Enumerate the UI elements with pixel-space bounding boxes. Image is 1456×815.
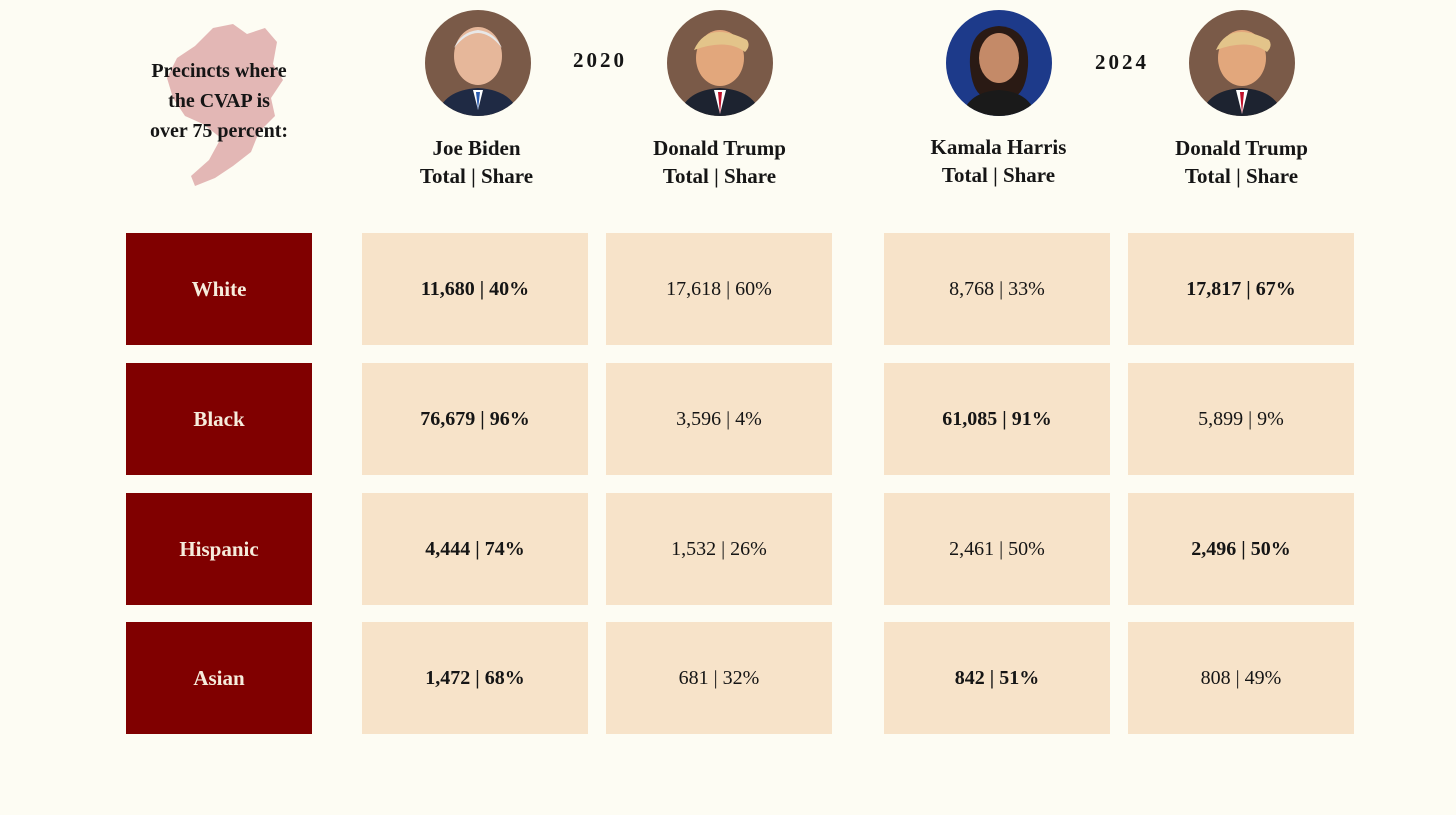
donald-trump-2020-portrait-icon: [667, 10, 773, 116]
candidate-subtitle: Total | Share: [419, 164, 534, 188]
row-label-asian: Asian: [126, 622, 312, 734]
cell-hispanic-biden-2020: 4,444 | 74%: [362, 493, 588, 605]
candidate-name: Donald Trump: [653, 136, 786, 160]
cell-asian-biden-2020: 1,472 | 68%: [362, 622, 588, 734]
cell-white-biden-2020: 11,680 | 40%: [362, 233, 588, 345]
cell-black-harris-2024: 61,085 | 91%: [884, 363, 1110, 475]
candidate-name: Joe Biden: [432, 136, 521, 160]
cell-hispanic-trump-2024: 2,496 | 50%: [1128, 493, 1354, 605]
cell-black-trump-2020: 3,596 | 4%: [606, 363, 832, 475]
row-label-hispanic: Hispanic: [126, 493, 312, 605]
candidate-name: Kamala Harris: [930, 135, 1067, 159]
kamala-harris-portrait-icon: [946, 10, 1052, 116]
county-map-icon: [167, 24, 283, 186]
cell-hispanic-harris-2024: 2,461 | 50%: [884, 493, 1110, 605]
caption-line-3: over 75 percent:: [149, 120, 289, 142]
donald-trump-2024-portrait-icon: [1189, 10, 1295, 116]
row-label-black: Black: [126, 363, 312, 475]
cell-asian-harris-2024: 842 | 51%: [884, 622, 1110, 734]
cell-asian-trump-2024: 808 | 49%: [1128, 622, 1354, 734]
cell-black-biden-2020: 76,679 | 96%: [362, 363, 588, 475]
table-caption: Precincts where the CVAP is over 75 perc…: [126, 56, 312, 146]
column-header-kamala-harris: Kamala Harris Total | Share: [885, 133, 1112, 189]
candidate-subtitle: Total | Share: [1184, 164, 1299, 188]
cell-asian-trump-2020: 681 | 32%: [606, 622, 832, 734]
cell-white-trump-2024: 17,817 | 67%: [1128, 233, 1354, 345]
year-2020-label: 2020: [573, 48, 627, 72]
candidate-subtitle: Total | Share: [941, 163, 1056, 187]
cell-white-trump-2020: 17,618 | 60%: [606, 233, 832, 345]
column-header-joe-biden: Joe Biden Total | Share: [363, 134, 590, 190]
candidate-subtitle: Total | Share: [662, 164, 777, 188]
caption-line-2: the CVAP is: [168, 90, 270, 112]
year-2024-label: 2024: [1095, 50, 1149, 74]
row-label-white: White: [126, 233, 312, 345]
column-header-donald-trump-2024: Donald Trump Total | Share: [1128, 134, 1355, 190]
column-header-donald-trump-2020: Donald Trump Total | Share: [606, 134, 833, 190]
cell-hispanic-trump-2020: 1,532 | 26%: [606, 493, 832, 605]
candidate-name: Donald Trump: [1175, 136, 1308, 160]
cell-white-harris-2024: 8,768 | 33%: [884, 233, 1110, 345]
caption-line-1: Precincts where: [151, 60, 287, 82]
joe-biden-portrait-icon: [425, 10, 531, 116]
cell-black-trump-2024: 5,899 | 9%: [1128, 363, 1354, 475]
